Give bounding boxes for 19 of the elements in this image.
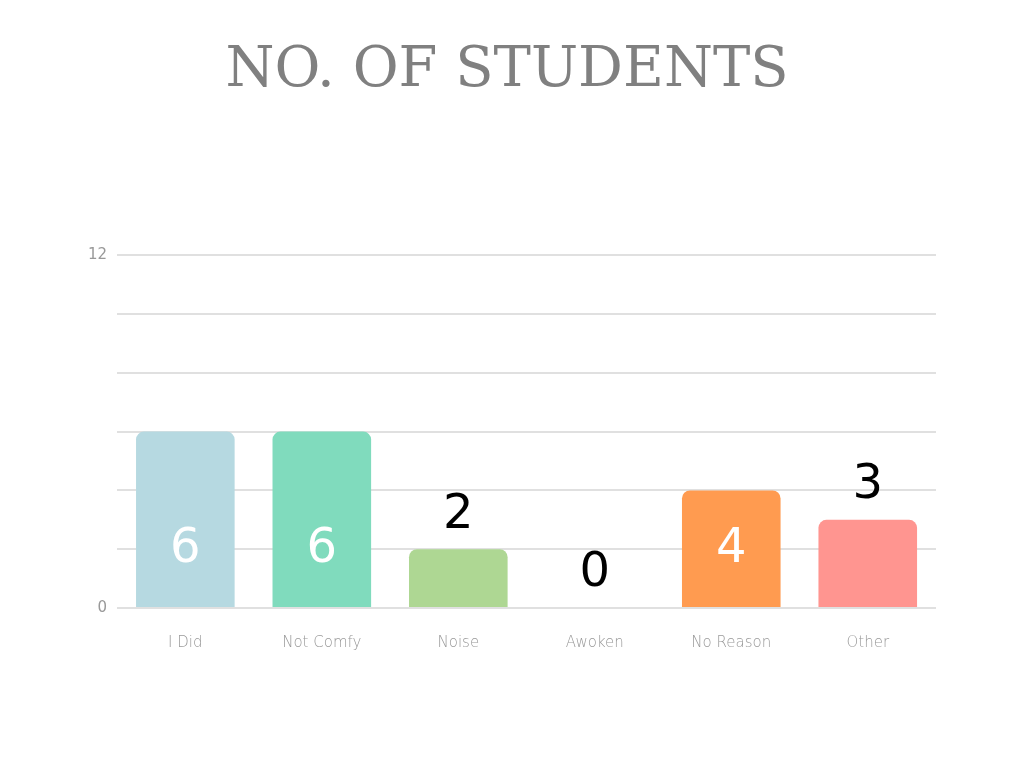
- bar: [136, 431, 235, 607]
- data-label: 4: [716, 517, 747, 574]
- data-label: 6: [170, 517, 201, 574]
- bar: [272, 431, 372, 607]
- data-label: 3: [852, 453, 884, 510]
- x-tick-label: No Reason: [691, 632, 772, 651]
- x-tick-label: Not Comfy: [282, 632, 362, 651]
- chart-title: NO. OF STUDENTS: [225, 34, 789, 100]
- y-tick-label: 12: [87, 245, 108, 264]
- x-tick-label: Awoken: [565, 632, 624, 651]
- bar: [818, 519, 918, 607]
- data-label: 2: [443, 482, 474, 539]
- bar: [409, 549, 508, 607]
- bar: [681, 490, 781, 607]
- data-label: 0: [579, 541, 611, 598]
- x-tick-label: Other: [846, 632, 890, 651]
- data-label: 6: [306, 517, 338, 574]
- x-tick-label: I Did: [168, 632, 203, 651]
- x-tick-label: Noise: [437, 632, 480, 651]
